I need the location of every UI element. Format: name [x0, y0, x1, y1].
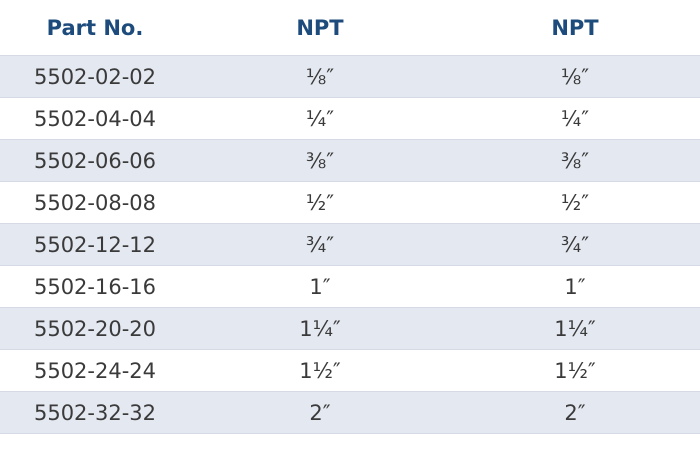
table-cell: 1½″	[190, 349, 450, 392]
header-cell: NPT	[296, 15, 344, 40]
table-cell: 1¼″	[190, 307, 450, 350]
table-cell: 5502-24-24	[0, 349, 190, 392]
table-cell: 5502-16-16	[0, 265, 190, 308]
table-row: 5502-12-12 ¾″ ¾″	[0, 223, 700, 266]
table-row: 5502-02-02 ⅛″ ⅛″	[0, 55, 700, 98]
table-cell: ⅜″	[190, 139, 450, 182]
table-cell: 1″	[450, 265, 700, 308]
table-cell: 1″	[190, 265, 450, 308]
table-cell: 5502-12-12	[0, 223, 190, 266]
table-cell: 2″	[190, 391, 450, 434]
table-cell: ⅛″	[190, 55, 450, 98]
table-cell: ⅛″	[450, 55, 700, 98]
table-row: 5502-08-08 ½″ ½″	[0, 181, 700, 224]
table-cell: 5502-06-06	[0, 139, 190, 182]
table-row: 5502-04-04 ¼″ ¼″	[0, 97, 700, 140]
table-cell: 5502-02-02	[0, 55, 190, 98]
table-cell: 5502-04-04	[0, 97, 190, 140]
table-cell: ¼″	[190, 97, 450, 140]
header-row: Part No. NPT NPT	[0, 0, 700, 56]
table-row: 5502-16-16 1″ 1″	[0, 265, 700, 308]
table-cell: ⅜″	[450, 139, 700, 182]
table-cell: ¾″	[190, 223, 450, 266]
table-cell: 1½″	[450, 349, 700, 392]
table-row: 5502-20-20 1¼″ 1¼″	[0, 307, 700, 350]
table-cell: 1¼″	[450, 307, 700, 350]
table-cell: 2″	[450, 391, 700, 434]
table-cell: 5502-20-20	[0, 307, 190, 350]
table-cell: 5502-32-32	[0, 391, 190, 434]
table-cell: ½″	[190, 181, 450, 224]
table-cell: ¼″	[450, 97, 700, 140]
parts-table: Part No. NPT NPT 5502-02-02 ⅛″ ⅛″ 5502-04-04 ¼…	[0, 0, 700, 434]
table-body: 5502-02-02 ⅛″ ⅛″ 5502-04-04 ¼″ ¼″ 5502-06-06 ⅜″…	[0, 55, 700, 434]
table-row: 5502-24-24 1½″ 1½″	[0, 349, 700, 392]
table-cell: ¾″	[450, 223, 700, 266]
header-cell: Part No.	[46, 15, 144, 40]
header-cell: NPT	[551, 15, 599, 40]
table-row: 5502-06-06 ⅜″ ⅜″	[0, 139, 700, 182]
table-cell: 5502-08-08	[0, 181, 190, 224]
table-row: 5502-32-32 2″ 2″	[0, 391, 700, 434]
table-cell: ½″	[450, 181, 700, 224]
